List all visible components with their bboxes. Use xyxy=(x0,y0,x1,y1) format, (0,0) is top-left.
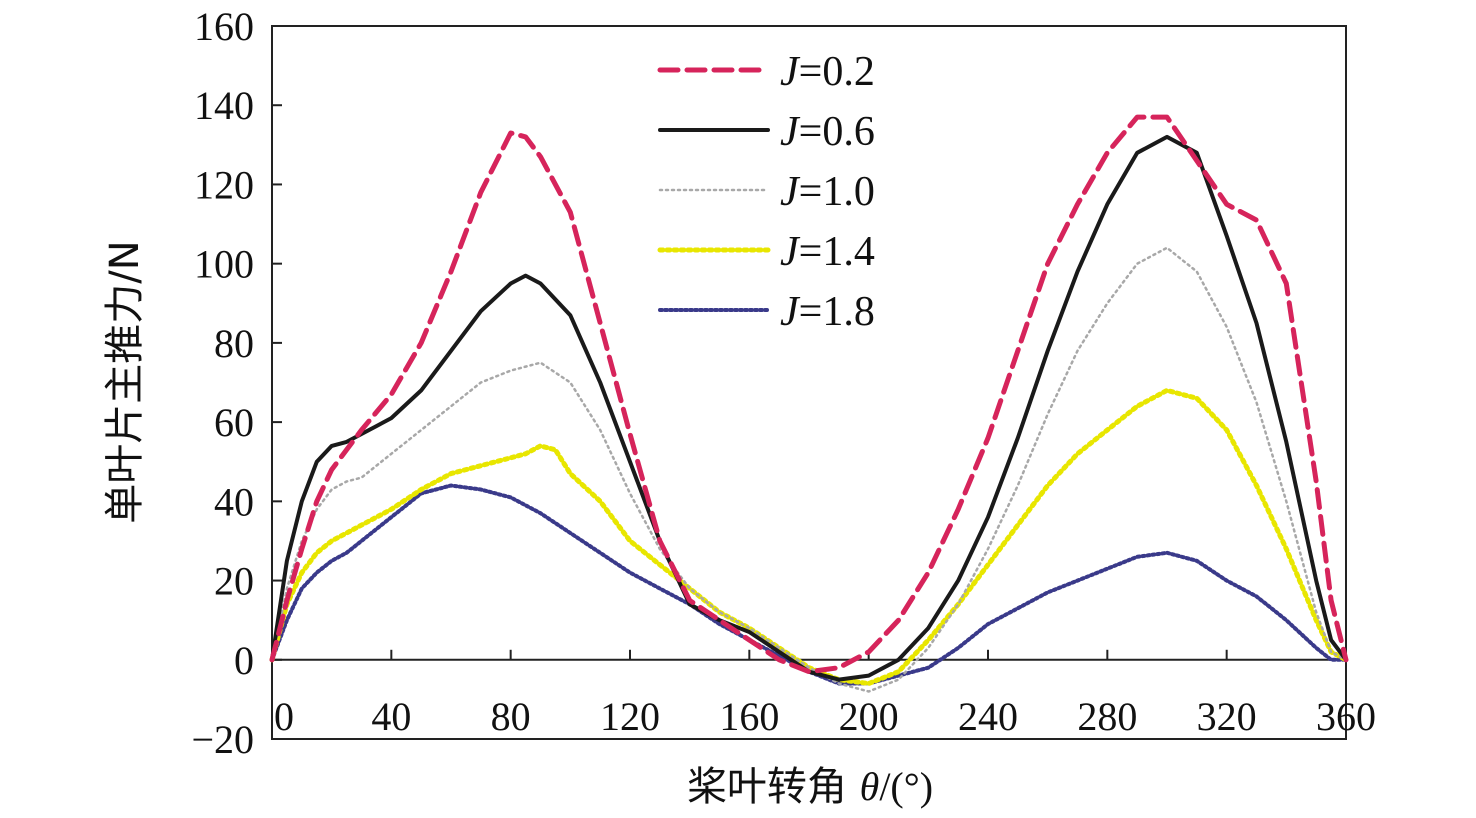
legend-label-symbol: J xyxy=(780,289,801,335)
x-axis-title-unit: /(°) xyxy=(879,764,933,809)
legend: J=0.2J=0.6J=1.0J=1.4J=1.8 xyxy=(657,49,875,335)
series-line-j-0-6 xyxy=(270,134,1348,682)
legend-label-symbol: J xyxy=(780,169,801,215)
x-axis-title-text: 桨叶转角 xyxy=(687,764,860,810)
legend-label-symbol: J xyxy=(780,229,801,275)
x-tick-label: 160 xyxy=(719,694,779,739)
legend-label-symbol: J xyxy=(780,109,801,155)
y-tick-label: 120 xyxy=(194,162,254,207)
legend-label-value: =0.2 xyxy=(799,49,875,95)
y-tick-label: 40 xyxy=(214,479,254,524)
series-line-j-0-2 xyxy=(269,114,1349,675)
plot-frame xyxy=(271,25,1347,740)
x-tick-label: 200 xyxy=(839,694,899,739)
y-tick-label: 60 xyxy=(214,400,254,445)
legend-label-value: =1.8 xyxy=(799,289,875,335)
y-tick-label: 140 xyxy=(194,83,254,128)
y-tick-label: 20 xyxy=(214,559,254,604)
legend-label: J=1.0 xyxy=(780,169,875,215)
x-tick-label: 240 xyxy=(958,694,1018,739)
x-axis-title-symbol: θ xyxy=(860,764,880,809)
series-line-j-1-8 xyxy=(270,483,1348,686)
y-tick-label: 0 xyxy=(234,638,254,683)
legend-label: J=1.8 xyxy=(780,289,875,335)
legend-label-value: =1.4 xyxy=(799,229,875,275)
legend-label: J=1.4 xyxy=(780,229,875,275)
series-line-j-1-4 xyxy=(269,387,1349,686)
series-line-j-1-0 xyxy=(270,246,1348,693)
series-layer xyxy=(269,114,1349,693)
legend-label-symbol: J xyxy=(780,49,801,95)
x-tick-label: 120 xyxy=(600,694,660,739)
y-tick-label: 80 xyxy=(214,321,254,366)
legend-label-value: =0.6 xyxy=(799,109,875,155)
x-tick-label: 80 xyxy=(491,694,531,739)
x-axis-title: 桨叶转角 θ/(°) xyxy=(687,764,933,810)
x-tick-label: 320 xyxy=(1197,694,1257,739)
x-axis: 0 40 80 120 160 200 240 280 320 360 xyxy=(271,649,1376,739)
x-tick-label: 280 xyxy=(1077,694,1137,739)
x-tick-label: 360 xyxy=(1316,694,1376,739)
legend-label: J=0.6 xyxy=(780,109,875,155)
legend-label: J=0.2 xyxy=(780,49,875,95)
x-tick-label: 40 xyxy=(371,694,411,739)
y-axis: −20 0 20 40 60 80 100 120 140 160 xyxy=(191,4,282,762)
y-tick-label: −20 xyxy=(191,717,254,762)
y-tick-label: 160 xyxy=(194,4,254,49)
x-tick-label: 0 xyxy=(274,694,294,739)
legend-label-value: =1.0 xyxy=(799,169,875,215)
y-axis-title: 单叶片主推力/N xyxy=(102,240,148,523)
y-tick-label: 100 xyxy=(194,242,254,287)
